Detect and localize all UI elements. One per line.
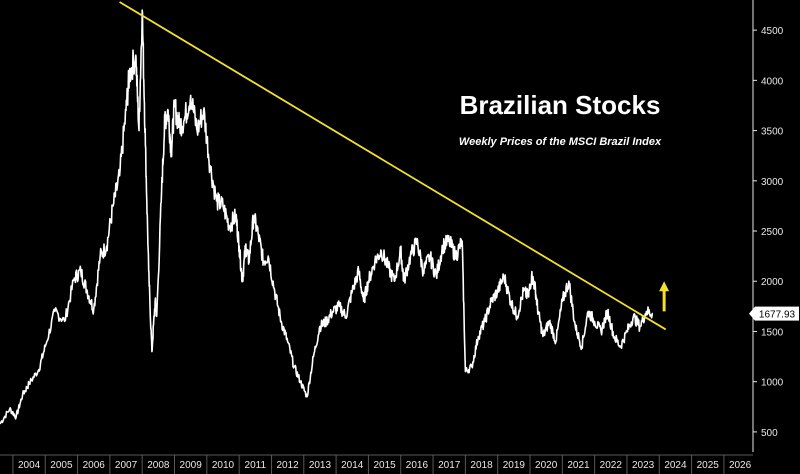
x-tick-label-2015: 2015 — [373, 460, 396, 471]
x-tick-label-2010: 2010 — [212, 460, 235, 471]
x-tick-label-2019: 2019 — [503, 460, 526, 471]
up-arrow-head — [659, 281, 670, 292]
x-tick-label-2013: 2013 — [309, 460, 332, 471]
x-tick-label-2011: 2011 — [245, 460, 267, 471]
x-tick-label-2009: 2009 — [180, 460, 203, 471]
y-tick-label-500: 500 — [761, 428, 778, 439]
x-tick-label-2025: 2025 — [697, 460, 720, 471]
y-tick-label-3000: 3000 — [761, 177, 784, 188]
trendline — [119, 1, 667, 331]
chart-subtitle: Weekly Prices of the MSCI Brazil Index — [458, 136, 662, 148]
x-tick-label-2014: 2014 — [341, 460, 364, 471]
x-tick-label-2021: 2021 — [567, 460, 590, 471]
x-tick-label-2006: 2006 — [83, 460, 106, 471]
y-tick-label-1000: 1000 — [761, 378, 784, 389]
x-tick-label-2023: 2023 — [632, 460, 655, 471]
x-tick-label-2026: 2026 — [729, 460, 752, 471]
last-value-box — [755, 306, 799, 321]
last-value-label: 1677.93 — [759, 310, 796, 321]
y-tick-label-2000: 2000 — [761, 277, 784, 288]
y-tick-label-1500: 1500 — [761, 327, 784, 338]
y-tick-label-4500: 4500 — [761, 26, 784, 37]
x-tick-label-2017: 2017 — [438, 460, 461, 471]
x-tick-label-2004: 2004 — [18, 460, 41, 471]
chart-title: Brazilian Stocks — [459, 90, 661, 120]
x-tick-label-2024: 2024 — [664, 460, 687, 471]
x-tick-label-2016: 2016 — [406, 460, 429, 471]
y-tick-label-3500: 3500 — [761, 127, 784, 138]
x-tick-label-2005: 2005 — [50, 460, 73, 471]
x-tick-label-2022: 2022 — [600, 460, 623, 471]
y-tick-label-2500: 2500 — [761, 227, 784, 238]
x-tick-label-2020: 2020 — [535, 460, 558, 471]
last-value-marker — [749, 306, 755, 321]
y-tick-label-4000: 4000 — [761, 76, 784, 87]
x-tick-label-2007: 2007 — [115, 460, 138, 471]
x-tick-label-2008: 2008 — [147, 460, 170, 471]
x-tick-label-2012: 2012 — [277, 460, 300, 471]
x-tick-label-2018: 2018 — [470, 460, 493, 471]
price-line — [0, 9, 654, 425]
